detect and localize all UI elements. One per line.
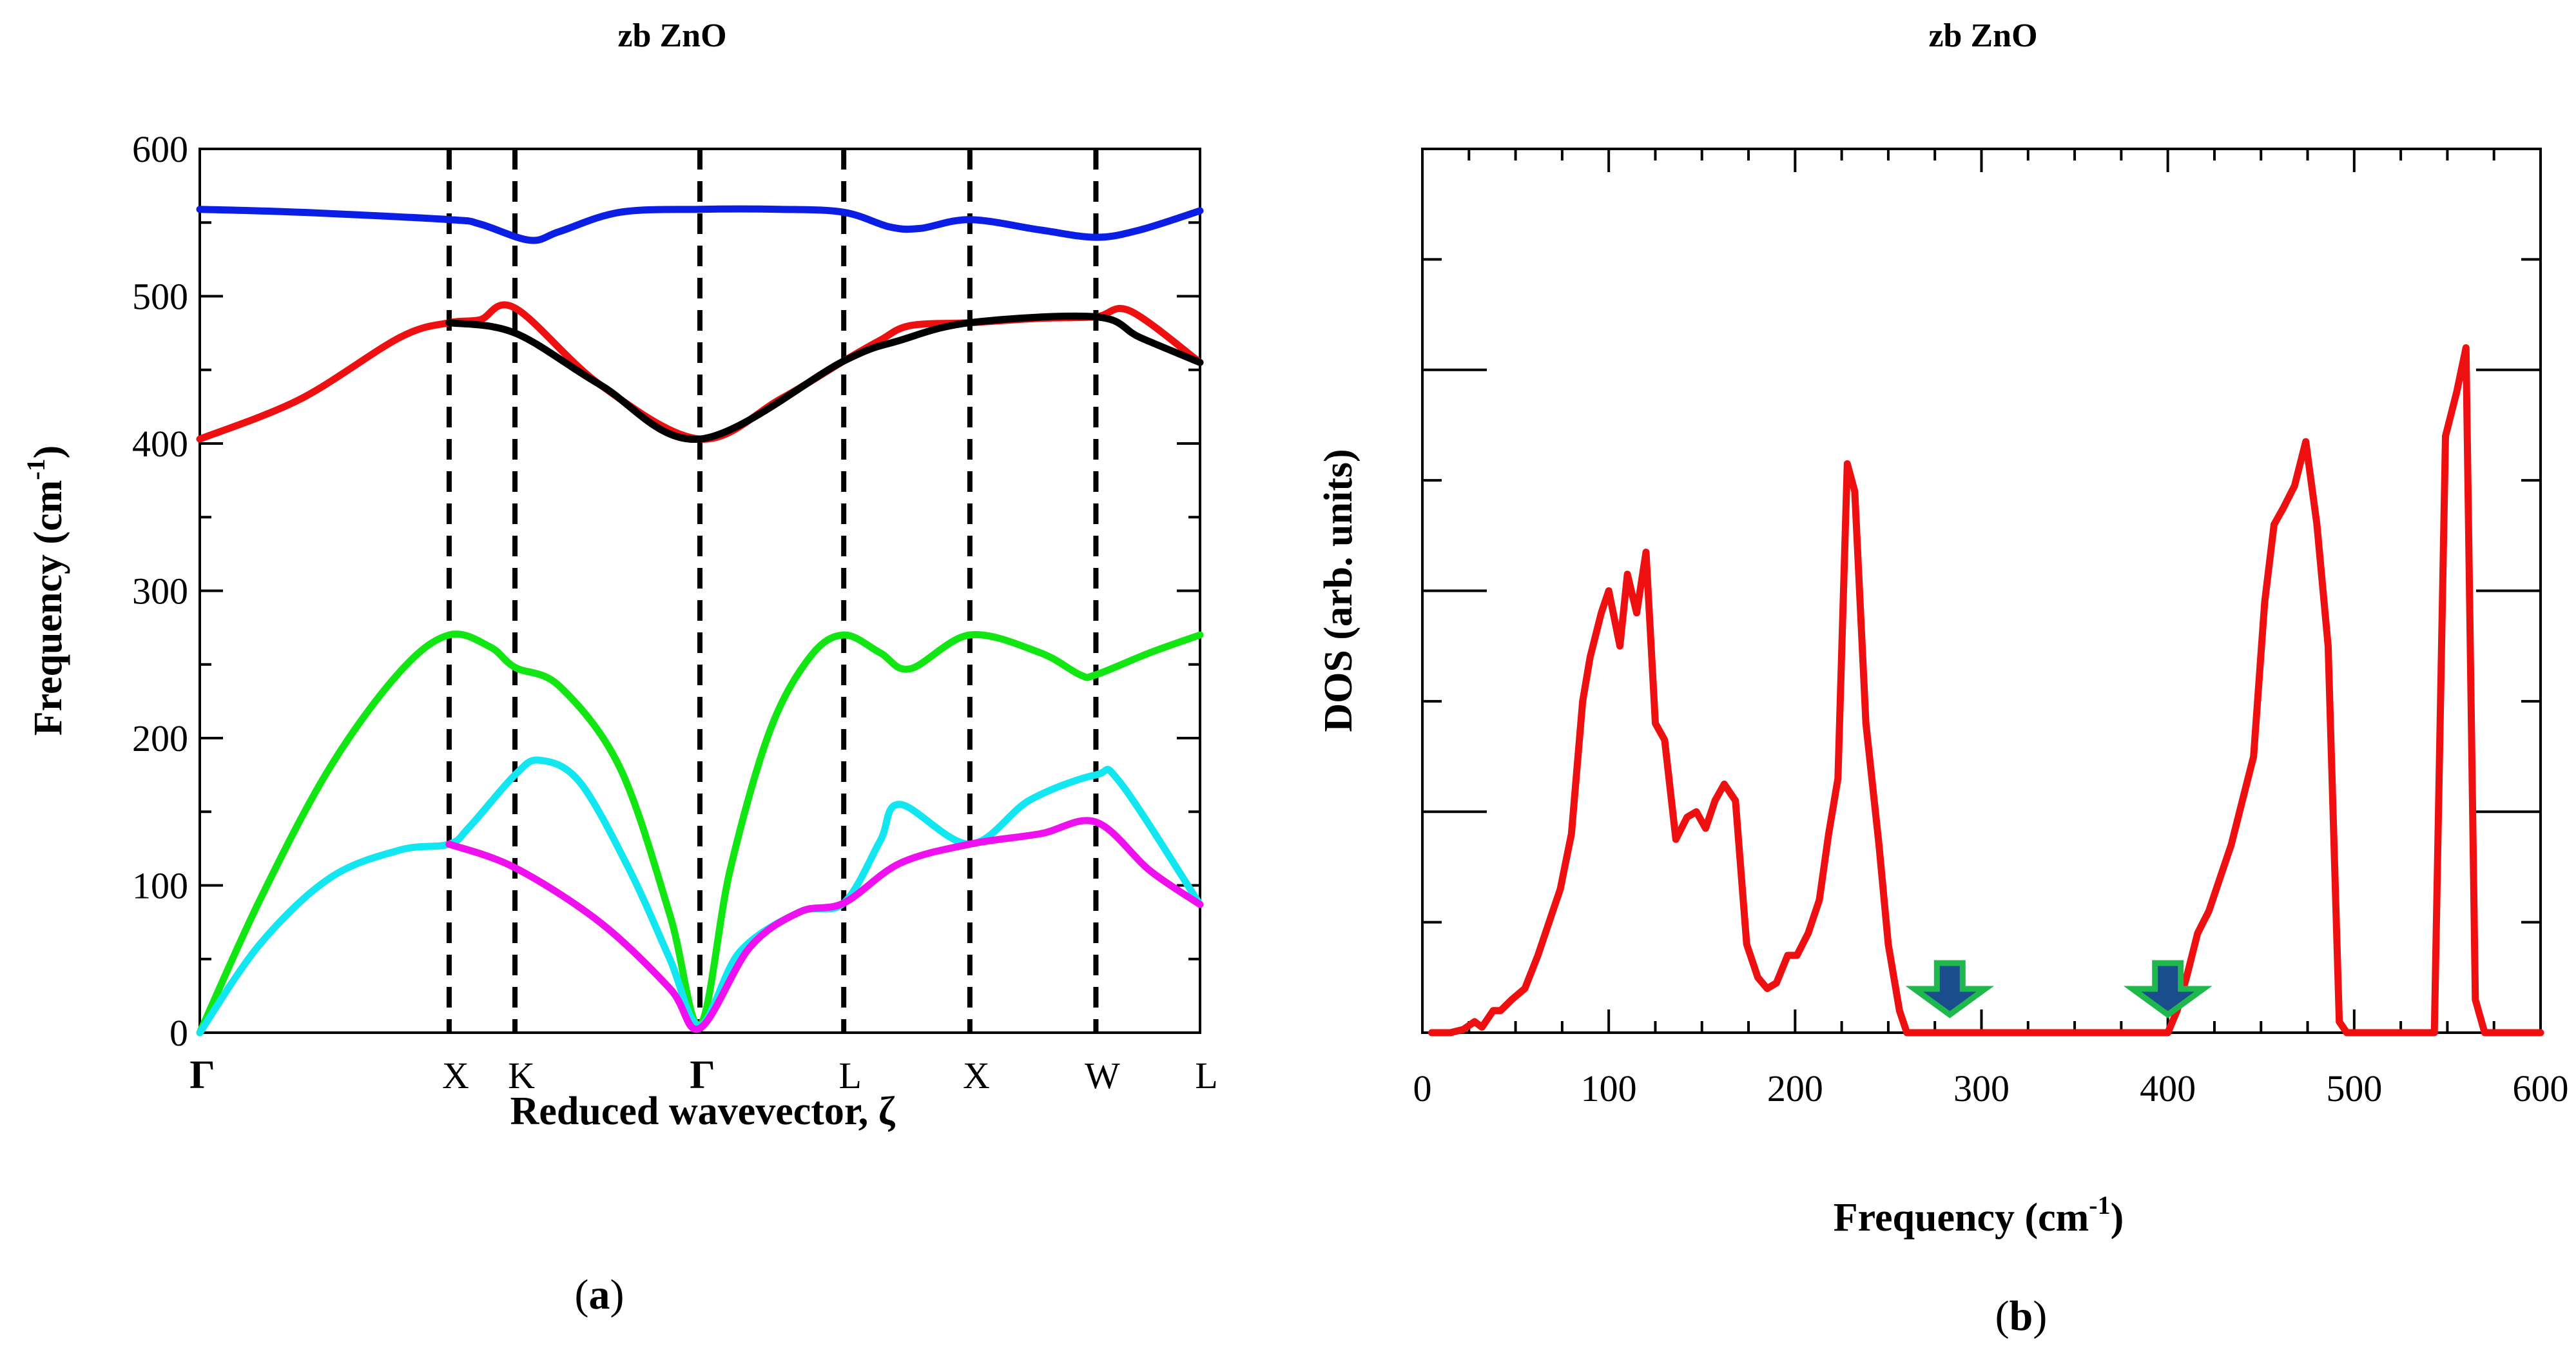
b-x-tick-label: 600: [2513, 1067, 2569, 1109]
panel-a-series: [196, 205, 1204, 1037]
a-symmetry-label: K: [508, 1055, 535, 1097]
b-x-tick-label: 0: [1413, 1067, 1432, 1109]
a-symmetry-label: L: [1195, 1055, 1217, 1097]
a-symmetry-label: L: [838, 1055, 861, 1097]
panel-b-frame: [1421, 148, 2542, 1034]
panel-b-x-axis-label: Frequency (cm-1): [1834, 1191, 2124, 1240]
a-series-optical-black: [445, 312, 1204, 443]
a-symmetry-label: Γ: [690, 1053, 715, 1097]
b-x-tick-label: 100: [1581, 1067, 1637, 1109]
a-series-acoustic-cyan: [196, 756, 1204, 1037]
panel-b-ticks: 0 100 200 300 400 500 600: [1413, 148, 2569, 1109]
a-symmetry-label: X: [442, 1055, 469, 1097]
a-symmetry-label: X: [963, 1055, 990, 1097]
panel-b-series: [1428, 344, 2544, 1037]
a-symmetry-label: Γ: [189, 1053, 215, 1097]
dos-panel: zb ZnO 0 100 200 300 400 500 600 DOS (arb. uni…: [1317, 17, 2569, 1340]
b-x-tick-label: 500: [2326, 1067, 2382, 1109]
a-y-tick-label: 0: [169, 1012, 188, 1054]
gap-arrow-lower-icon: [1905, 960, 1995, 1019]
panel-b-label: (b): [1995, 1292, 2048, 1340]
panel-a-high-symmetry-lines: [446, 149, 1099, 1033]
panel-b-title: zb ZnO: [1928, 17, 2037, 54]
panel-b-y-axis-label: DOS (arb. units): [1317, 449, 1361, 732]
a-y-tick-label: 300: [132, 570, 188, 612]
panel-a-title: zb ZnO: [617, 17, 726, 54]
a-series-optical-upper: [196, 205, 1204, 244]
a-y-tick-label: 100: [132, 865, 188, 907]
panel-b-markers: [1905, 960, 2213, 1019]
panel-a-y-axis-label: Frequency (cm-1): [21, 445, 70, 736]
b-x-tick-label: 300: [1953, 1067, 2009, 1109]
a-y-tick-label: 400: [132, 423, 188, 465]
a-y-tick-label: 200: [132, 717, 188, 759]
a-series-acoustic-green: [196, 630, 1204, 1037]
b-x-tick-label: 200: [1767, 1067, 1823, 1109]
a-series-acoustic-magenta: [445, 817, 1204, 1033]
a-symmetry-label: W: [1085, 1055, 1120, 1097]
a-y-tick-label: 600: [132, 128, 188, 170]
panel-a-y-ticks: 0 100 200 300 400 500 600: [132, 128, 1200, 1054]
b-x-tick-label: 400: [2140, 1067, 2196, 1109]
b-series-DOS: [1428, 344, 2544, 1037]
a-y-tick-label: 500: [132, 276, 188, 318]
panel-a-label: (a): [575, 1271, 625, 1318]
gap-arrow-upper-icon: [2123, 960, 2213, 1019]
panel-a-x-axis-label: Reduced wavevector, ζ: [510, 1089, 896, 1133]
